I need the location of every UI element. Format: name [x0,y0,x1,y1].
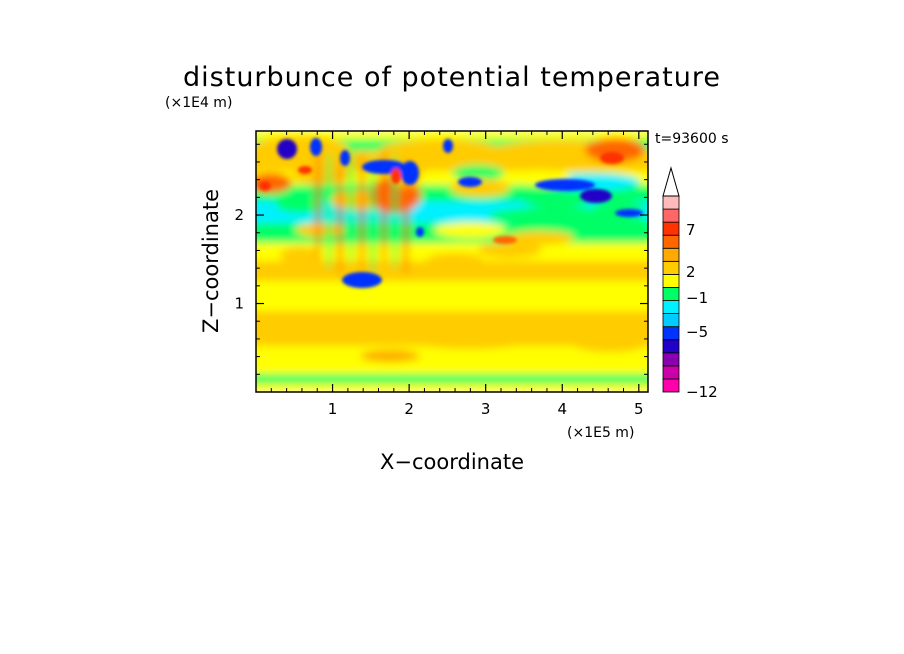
time-label: t=93600 s [655,131,729,147]
colorbar-bin [662,378,680,393]
colorbar-extend-arrow [662,166,680,197]
colorbar-tick-label: −12 [686,383,718,401]
field-extremum [340,150,350,166]
x-tick-label: 2 [404,400,414,418]
field-feature [532,325,588,339]
colorbar-bin [662,208,680,223]
field-feature [452,165,504,181]
field-extremum [401,161,419,185]
field-feature [256,136,348,160]
field-band [256,384,648,392]
colorbar-bin [662,287,680,301]
field-feature [520,188,592,208]
field-extremum [458,177,482,187]
colorbar-bin [662,195,680,210]
colorbar-bin [662,339,680,354]
field-band [256,346,648,374]
field-extremum [310,138,322,156]
field-feature [585,138,645,162]
field-streak [358,151,366,271]
field-streak [369,157,377,277]
colorbar-tick-label: −1 [686,289,708,307]
x-unit-label: (×1E5 m) [567,425,634,441]
field-extremum [259,181,271,191]
x-axis: 1 2 3 4 5 [270,131,644,418]
field-extremum [277,139,297,159]
field-feature [256,173,292,193]
y-tick-label: 1 [234,295,244,313]
field-extremum [615,209,643,217]
colorbar-bin [662,326,680,341]
field-feature [570,332,648,352]
x-tick-label: 1 [328,400,338,418]
colorbar-bin [662,313,680,328]
field-feature [276,197,324,213]
field-streak [380,145,388,265]
field-extremum [416,227,424,237]
field-band [256,131,648,139]
colorbar-bin [662,247,680,262]
colorbar-tick-label: −5 [686,323,708,341]
field-feature [478,242,542,258]
colorbar-bin [662,221,680,236]
y-unit-label: (×1E4 m) [165,95,232,111]
field-feature [427,253,483,267]
field-extremum [298,166,312,174]
field-feature [360,350,420,362]
field-feature [410,331,530,349]
y-axis: 12 [234,143,648,375]
field-feature [294,328,366,346]
field-feature [280,247,320,263]
x-axis-label: X−coordinate [380,450,524,474]
x-tick-label: 3 [481,400,491,418]
field-band [256,281,648,311]
field-detail-layer [259,138,643,288]
field-extremum [443,139,453,153]
field-feature [506,231,574,245]
plot-frame [255,130,649,393]
colorbar-tick-label: 7 [686,221,696,239]
field-extremum [535,179,595,191]
field-band [256,374,648,384]
x-tick-label: 4 [557,400,567,418]
contour-field [256,131,648,392]
field-streak [325,151,333,271]
field-streak [336,157,344,277]
field-extremum [342,272,382,288]
x-tick-label: 5 [634,400,644,418]
field-extremum [600,152,624,164]
colorbar-bin [662,352,680,367]
field-streak [402,157,410,277]
field-feature [434,222,506,238]
y-tick-label: 2 [234,206,244,224]
colorbar-tick-label: 2 [686,263,696,281]
chart-title: disturbunce of potential temperature [183,62,721,93]
field-extremum [493,236,517,244]
colorbar-bin [662,300,680,314]
colorbar-bin [662,365,680,380]
field-extremum [391,168,401,184]
colorbar: 7 2 −1 −5 −12 [662,166,718,401]
field-band [256,243,648,261]
field-streak [347,145,355,265]
colorbar-bin [662,260,680,275]
colorbar-bin [662,273,680,288]
field-feature [488,207,632,225]
field-streak [314,145,322,265]
field-extremum [580,189,612,203]
field-feature [576,264,644,280]
colorbar-bin [662,234,680,249]
y-axis-label: Z−coordinate [199,189,223,333]
